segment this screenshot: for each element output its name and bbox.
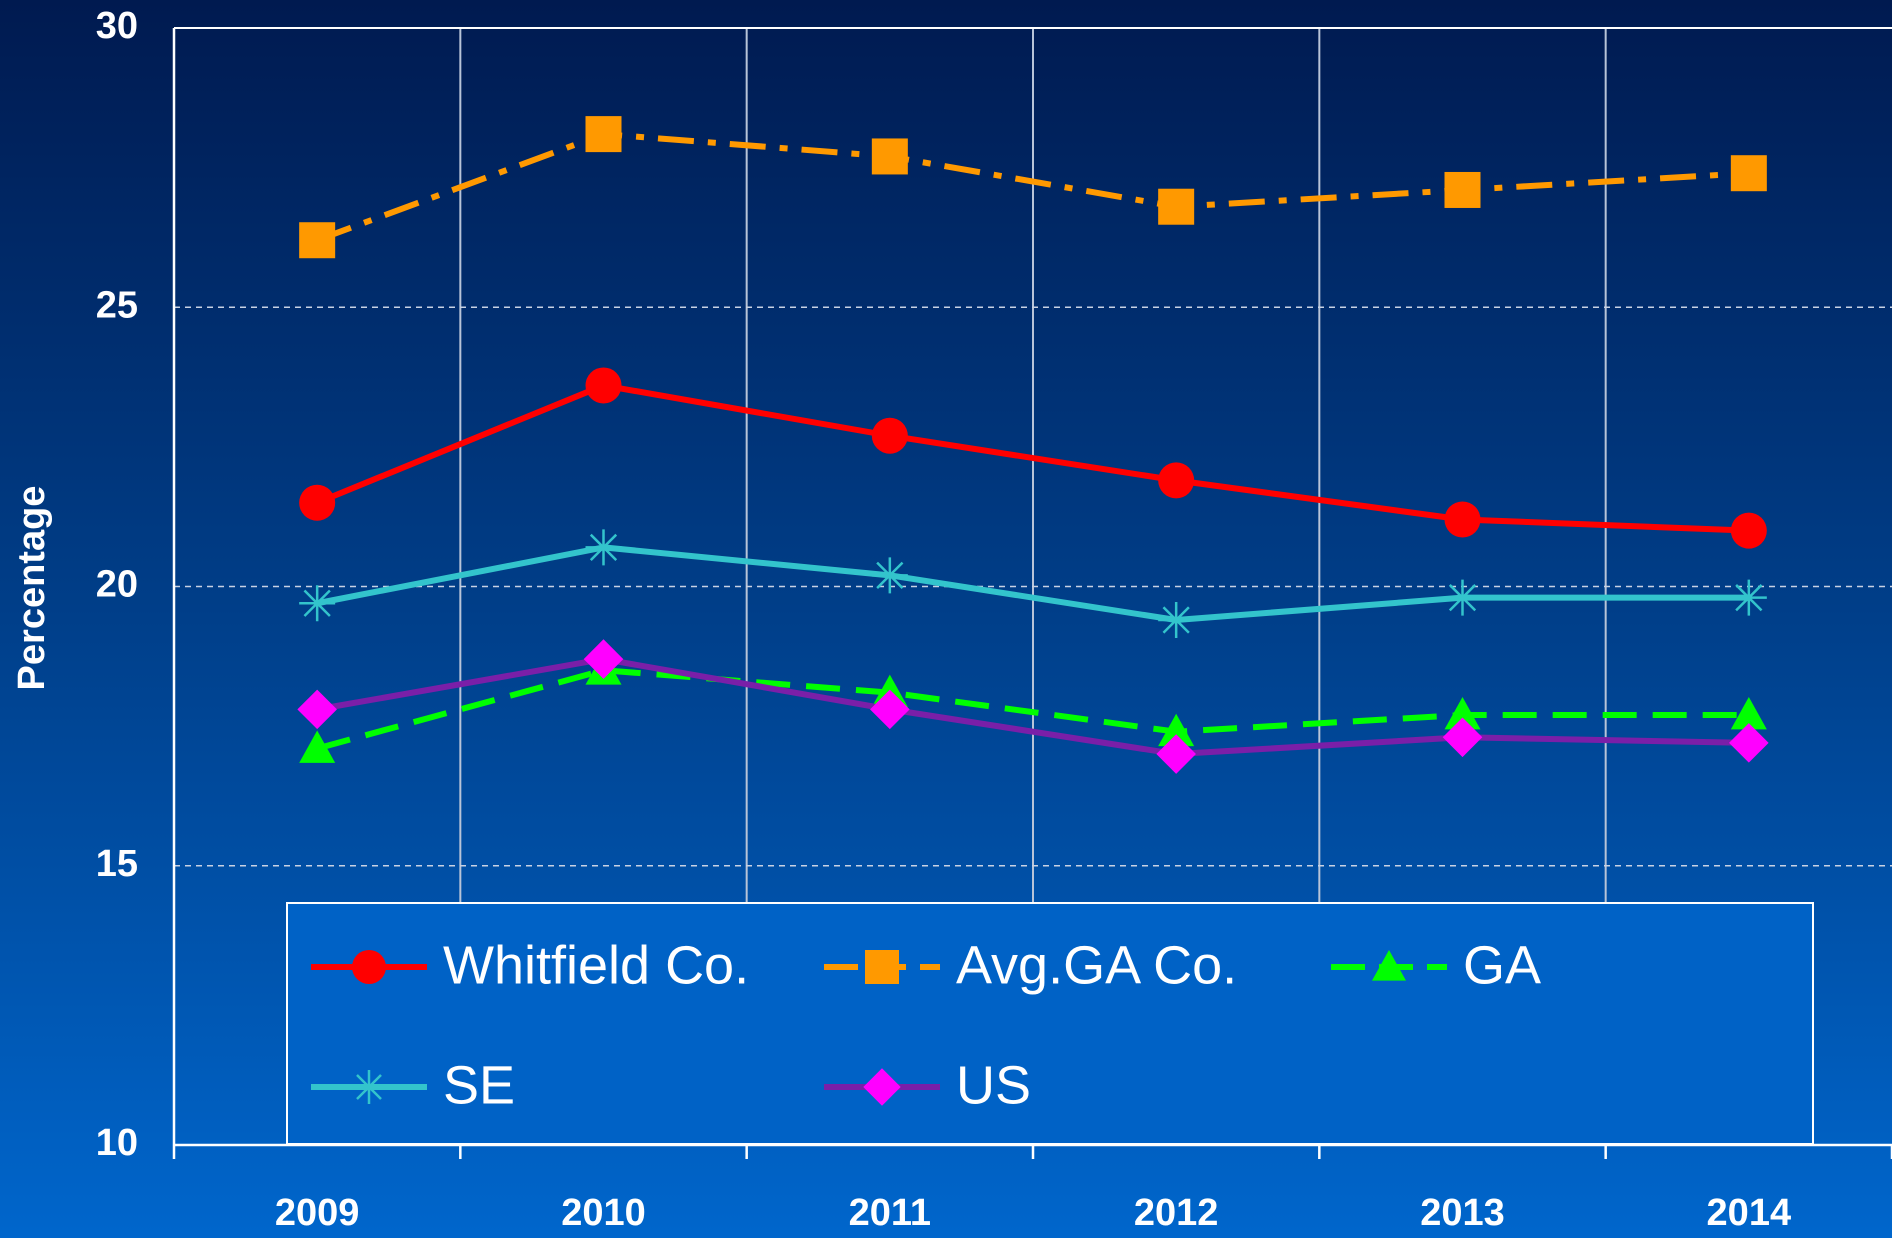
marker — [1442, 717, 1483, 758]
marker — [585, 367, 622, 404]
marker — [1158, 602, 1195, 639]
x-tick-label: 2011 — [849, 1192, 931, 1234]
series-line — [316, 131, 1750, 244]
x-tick-label: 2014 — [1707, 1192, 1792, 1234]
marker — [871, 138, 908, 175]
marker — [297, 689, 337, 730]
series-line — [316, 656, 1749, 758]
marker — [1729, 723, 1769, 763]
legend-label: US — [956, 1055, 1031, 1115]
marker — [1444, 579, 1481, 616]
legend-label: Whitfield Co. — [443, 935, 749, 995]
x-tick-label: 2010 — [561, 1192, 646, 1234]
marker — [299, 222, 336, 259]
marker — [863, 1068, 901, 1106]
series-line — [316, 382, 1749, 534]
y-tick-label: 30 — [96, 5, 138, 47]
x-tick-label: 2009 — [275, 1192, 360, 1234]
marker — [1444, 696, 1481, 730]
marker — [865, 950, 899, 984]
marker — [1158, 188, 1195, 225]
marker — [1730, 696, 1767, 730]
x-tick-label: 2013 — [1420, 1192, 1505, 1234]
legend-box — [286, 902, 1814, 1145]
marker — [1372, 950, 1406, 981]
marker — [1444, 501, 1481, 538]
marker — [352, 950, 386, 984]
y-tick-label: 25 — [96, 284, 138, 326]
marker — [1156, 734, 1196, 774]
marker — [585, 116, 622, 153]
marker — [1730, 579, 1767, 616]
marker — [870, 689, 910, 730]
marker — [1158, 713, 1195, 747]
marker — [1730, 512, 1767, 549]
y-tick-label: 20 — [96, 564, 138, 606]
y-axis-label: Percentage — [11, 486, 53, 691]
marker — [871, 557, 908, 594]
marker — [1730, 155, 1767, 192]
legend-label: Avg.GA Co. — [956, 935, 1237, 995]
marker — [299, 585, 336, 622]
series-line — [316, 667, 1749, 752]
x-tick-label: 2012 — [1134, 1192, 1219, 1234]
y-tick-label: 10 — [96, 1122, 138, 1164]
marker — [871, 417, 908, 454]
legend-label: GA — [1463, 935, 1541, 995]
marker — [352, 1070, 386, 1104]
marker — [1158, 462, 1195, 499]
legend-label: SE — [443, 1055, 515, 1115]
marker — [299, 730, 336, 763]
marker — [299, 484, 336, 521]
marker — [1444, 171, 1481, 208]
marker — [583, 639, 624, 679]
series-line — [316, 544, 1749, 624]
marker — [585, 529, 622, 566]
y-tick-label: 15 — [96, 843, 138, 885]
